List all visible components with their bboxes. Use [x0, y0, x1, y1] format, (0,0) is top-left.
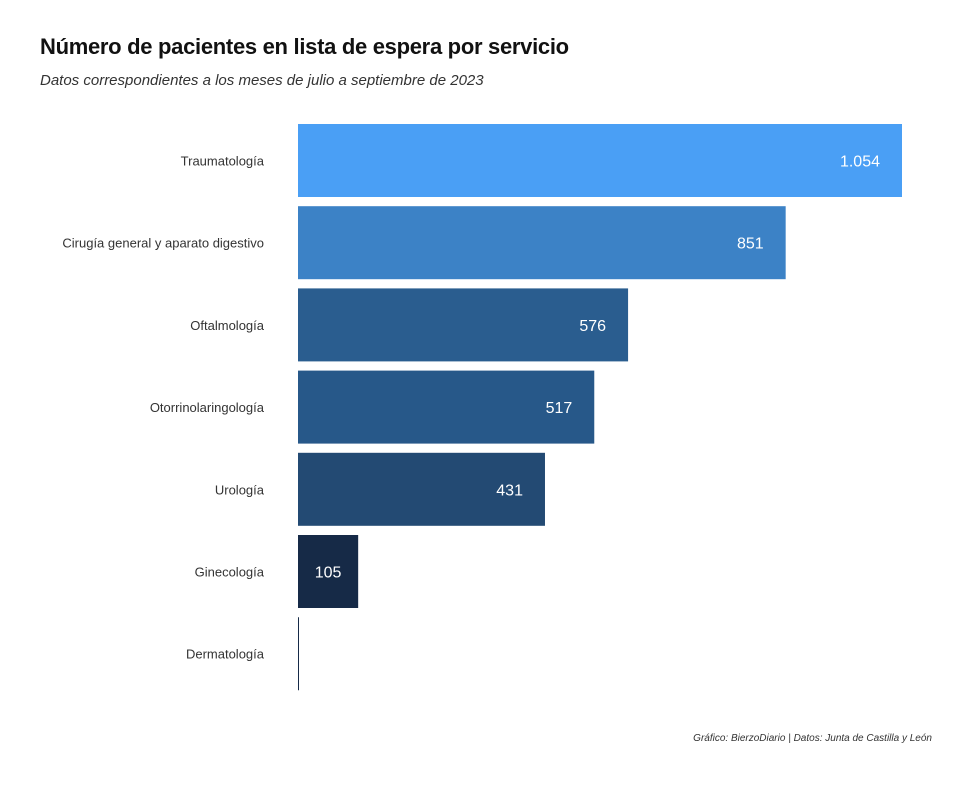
- category-label: Ginecología: [195, 565, 265, 580]
- value-label: 517: [546, 400, 573, 417]
- category-label: Cirugía general y aparato digestivo: [62, 236, 264, 251]
- category-label: Dermatología: [186, 647, 265, 662]
- value-label: 431: [496, 482, 523, 499]
- bar: [298, 370, 595, 444]
- bar: [298, 452, 545, 526]
- category-label: Traumatología: [181, 154, 265, 169]
- chart-caption: Gráfico: BierzoDiario | Datos: Junta de …: [693, 733, 932, 744]
- category-label: Urología: [215, 482, 265, 497]
- bar: [298, 535, 359, 608]
- value-label: 851: [737, 236, 764, 253]
- bar: [298, 124, 902, 197]
- value-label: 105: [315, 565, 342, 582]
- bar: [298, 288, 629, 362]
- value-label: 576: [579, 318, 606, 335]
- bars-layer: Traumatología 1.054 Cirugía general y apar…: [62, 124, 902, 691]
- chart-title: Número de pacientes en lista de espera p…: [40, 34, 569, 59]
- value-label: 1.054: [840, 154, 880, 171]
- category-label: Oftalmología: [190, 318, 264, 333]
- category-label: Otorrinolaringología: [150, 400, 265, 415]
- chart-subtitle: Datos correspondientes a los meses de ju…: [40, 72, 484, 89]
- bar: [298, 206, 786, 280]
